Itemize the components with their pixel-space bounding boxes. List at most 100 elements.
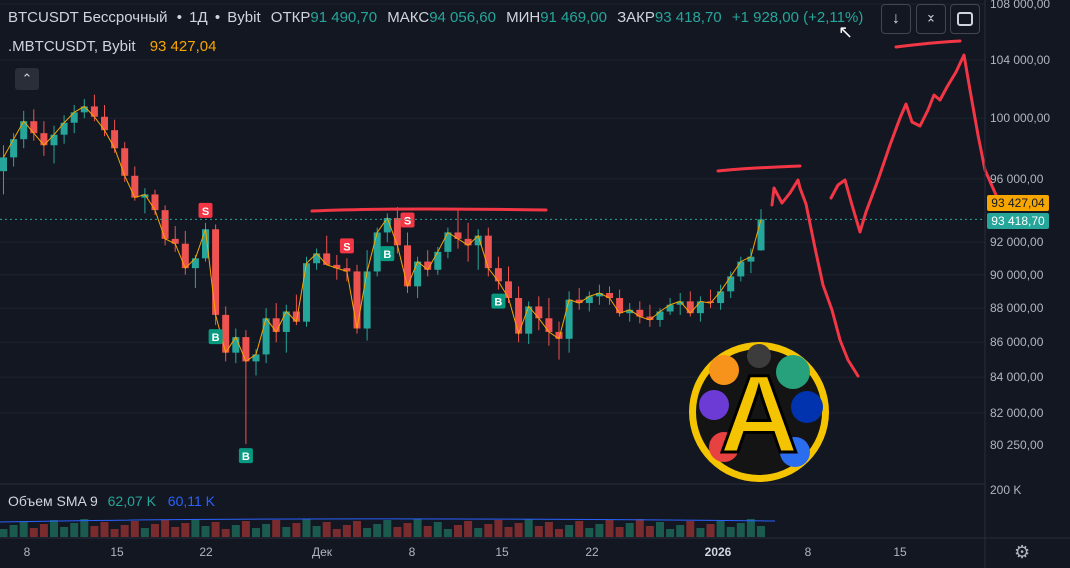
time-axis-label: 2026	[704, 545, 732, 559]
candle-body	[747, 256, 755, 262]
volume-bar	[110, 529, 119, 537]
close-label: ЗАКР	[617, 9, 655, 26]
candle-body	[212, 229, 220, 315]
candle-body	[141, 194, 149, 198]
candle-body	[616, 298, 624, 314]
candle-body	[474, 235, 482, 246]
candle-body	[181, 243, 189, 269]
candle-body	[666, 304, 674, 312]
marker-badge	[198, 202, 213, 218]
price-axis-label: 92 000,00	[990, 235, 1044, 250]
volume-bar	[676, 525, 685, 537]
high-label: МАКС	[387, 9, 430, 26]
candle-body	[727, 276, 735, 292]
volume-bar	[504, 527, 513, 537]
marker-label: B	[242, 451, 250, 463]
marker-label: B	[494, 297, 502, 309]
candle-body	[373, 232, 381, 272]
candle-body	[131, 175, 139, 198]
fullscreen-icon	[957, 12, 973, 26]
candle-body	[60, 122, 68, 135]
candle-body	[272, 318, 280, 332]
candle-body	[191, 258, 199, 269]
time-axis-label: 15	[495, 545, 509, 559]
candle-body	[282, 311, 290, 332]
buy-marker: B	[208, 329, 223, 345]
symbol-legend: BTCUSDT Бессрочный • 1Д • Bybit ОТКР91 4…	[8, 9, 863, 26]
candle-body	[636, 309, 644, 317]
collapse-button[interactable]: ⌄ ⌃	[916, 4, 946, 34]
volume-bar	[474, 528, 483, 537]
candle-body	[313, 253, 321, 264]
fullscreen-button[interactable]	[950, 4, 980, 34]
candle-body	[353, 271, 361, 329]
volume-bar	[231, 525, 240, 537]
marker-label: S	[202, 206, 209, 218]
marker-badge	[339, 238, 354, 254]
volume-bar	[39, 524, 48, 537]
settings-gear-icon[interactable]: ⚙	[1014, 542, 1031, 562]
candle-body	[737, 261, 745, 277]
volume-bar	[544, 522, 553, 537]
volume-bar	[534, 526, 543, 537]
candle-body	[454, 232, 462, 239]
logo-letter: A	[719, 353, 798, 476]
volume-bar	[706, 524, 715, 537]
coin-icon-red	[709, 432, 739, 462]
volume-bar	[615, 527, 624, 537]
interval[interactable]: 1Д	[189, 9, 208, 26]
candle-body	[575, 299, 583, 304]
volume-bar	[423, 526, 432, 537]
price-axis-label: 84 000,00	[990, 370, 1044, 385]
volume-bar	[80, 519, 89, 537]
open-value: 91 490,70	[310, 9, 378, 26]
volume-sma-line	[0, 518, 776, 523]
volume-bar	[9, 525, 18, 537]
candle-body	[686, 301, 694, 314]
volume-bar	[353, 521, 361, 537]
candle-body	[606, 293, 613, 299]
volume-bar	[716, 520, 725, 537]
volume-value-1: 62,07 K	[107, 493, 156, 509]
symbol-name[interactable]: BTCUSDT Бессрочный	[8, 9, 168, 26]
candle-body	[383, 218, 391, 233]
candle-body	[111, 130, 119, 149]
scroll-down-button[interactable]: ↓	[881, 4, 911, 34]
volume-bar	[29, 528, 38, 537]
volume-bar	[332, 529, 341, 537]
candle-body	[161, 210, 169, 239]
price-axis-label: 86 000,00	[990, 335, 1044, 350]
time-axis-label: 15	[893, 545, 907, 559]
candle-body	[515, 298, 523, 334]
volume-bar	[282, 527, 291, 537]
candle-body	[303, 263, 310, 322]
volume-bar	[645, 526, 654, 537]
collapse-legend-button[interactable]: ⌃	[15, 68, 39, 90]
volume-bar	[746, 519, 755, 537]
volume-bar	[342, 525, 351, 537]
index-symbol[interactable]: .MBTCUSDT, Bybit	[8, 38, 136, 55]
high-value: 94 056,60	[429, 9, 496, 26]
sell-marker: S	[400, 212, 415, 228]
candle-body	[444, 232, 452, 252]
time-axis-label: 8	[804, 545, 812, 559]
price-axis-label: 88 000,00	[990, 301, 1044, 316]
candle-body	[484, 235, 492, 269]
volume-bar	[373, 524, 382, 537]
candle-body	[505, 281, 512, 299]
volume-axis-label: 200 K	[990, 483, 1022, 497]
candle-body	[121, 148, 129, 176]
exchange: Bybit	[227, 9, 261, 26]
marker-badge	[400, 212, 415, 228]
volume-bar	[757, 526, 765, 537]
price-axis-label: 100 000,00	[990, 111, 1051, 126]
volume-bar	[383, 520, 392, 537]
volume-bar	[454, 525, 462, 537]
candle-body	[545, 318, 553, 332]
low-value: 91 469,00	[540, 9, 607, 26]
volume-bar	[211, 522, 220, 537]
volume-bar	[514, 523, 523, 537]
legend-separator: •	[214, 9, 221, 26]
sell-marker: S	[339, 238, 354, 254]
